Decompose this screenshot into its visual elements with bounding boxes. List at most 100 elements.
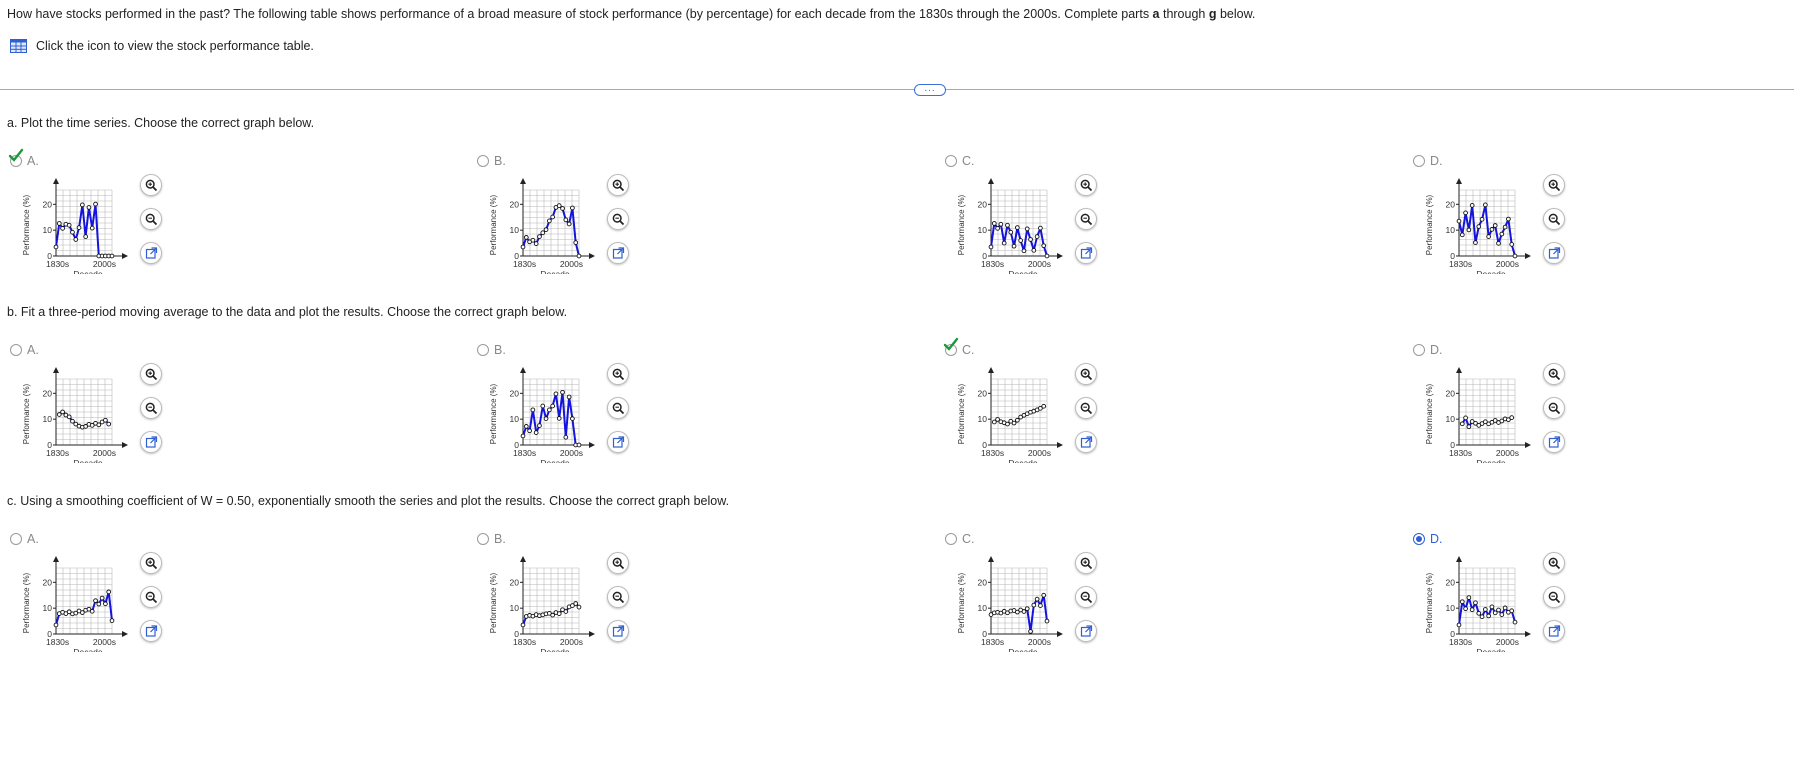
data-point: [60, 409, 65, 415]
zoom-out-icon[interactable]: [140, 586, 162, 608]
zoom-in-icon[interactable]: [1075, 363, 1097, 385]
zoom-out-icon[interactable]: [1075, 397, 1097, 419]
data-point: [576, 442, 582, 448]
popout-icon[interactable]: [1543, 620, 1565, 642]
zoom-out-icon[interactable]: [607, 586, 629, 608]
popout-icon[interactable]: [1543, 431, 1565, 453]
option-label[interactable]: D.: [1413, 532, 1443, 546]
option-label[interactable]: B.: [477, 343, 506, 357]
part-c-option-a[interactable]: A. 0 10 20 1830s 2000s Decade Performance (%): [8, 532, 178, 682]
part-b-option-a[interactable]: A. 0 10 20 1830s 2000s Decade Performance (%): [8, 343, 178, 493]
zoom-out-icon[interactable]: [1075, 208, 1097, 230]
part-b-option-c[interactable]: C. 0 10 20 1830s 2000s Decade Performance (%): [943, 337, 1113, 493]
radio-button[interactable]: [477, 344, 489, 356]
data-point: [1001, 240, 1007, 246]
zoom-out-icon[interactable]: [607, 397, 629, 419]
option-label[interactable]: A.: [8, 148, 39, 168]
option-label[interactable]: C.: [945, 154, 975, 168]
part-a-option-b[interactable]: B. 0 10 20 1830s 2000s Decade Performance (%): [475, 154, 645, 304]
radio-button[interactable]: [477, 533, 489, 545]
option-label[interactable]: D.: [1413, 154, 1443, 168]
part-a-option-d[interactable]: D. 0 10 20 1830s 2000s Decade Performance (%): [1411, 154, 1581, 304]
zoom-in-icon[interactable]: [140, 363, 162, 385]
zoom-in-icon[interactable]: [140, 174, 162, 196]
option-label[interactable]: B.: [477, 532, 506, 546]
zoom-out-icon[interactable]: [140, 208, 162, 230]
data-point: [1499, 612, 1505, 617]
part-a-option-a[interactable]: A. 0 10 20 1830s 2000s Decade Performance (%): [8, 148, 178, 304]
y-tick-label: 10: [1446, 603, 1456, 613]
y-tick-label: 10: [43, 225, 53, 235]
popout-icon[interactable]: [1075, 242, 1097, 264]
part-b-question: b. Fit a three-period moving average to …: [7, 305, 568, 319]
y-axis-arrow: [520, 367, 526, 373]
radio-button[interactable]: [477, 155, 489, 167]
data-point: [1499, 418, 1505, 424]
popout-icon[interactable]: [607, 620, 629, 642]
zoom-in-icon[interactable]: [1075, 552, 1097, 574]
zoom-out-icon[interactable]: [140, 397, 162, 419]
option-label[interactable]: C.: [943, 337, 975, 357]
x-axis-title: Decade: [73, 269, 103, 274]
expand-more-button[interactable]: ...: [914, 84, 946, 96]
zoom-in-icon[interactable]: [607, 174, 629, 196]
popout-icon[interactable]: [140, 431, 162, 453]
series-line: [522, 391, 579, 446]
radio-button[interactable]: [1413, 155, 1425, 167]
data-point: [1456, 218, 1462, 224]
part-a-option-c[interactable]: C. 0 10 20 1830s 2000s Decade Performance (%): [943, 154, 1113, 304]
data-point: [576, 253, 582, 259]
radio-button[interactable]: [945, 533, 957, 545]
zoom-out-icon[interactable]: [1075, 586, 1097, 608]
y-tick-label: 0: [47, 251, 52, 261]
zoom-in-icon[interactable]: [1543, 363, 1565, 385]
zoom-out-icon[interactable]: [1543, 208, 1565, 230]
zoom-in-icon[interactable]: [1075, 174, 1097, 196]
popout-icon[interactable]: [1075, 620, 1097, 642]
option-label[interactable]: A.: [10, 343, 39, 357]
table-grid-icon[interactable]: [10, 39, 27, 53]
option-label[interactable]: D.: [1413, 343, 1443, 357]
data-point: [1492, 223, 1498, 228]
data-point: [106, 589, 112, 595]
zoom-in-icon[interactable]: [1543, 174, 1565, 196]
popout-icon[interactable]: [1075, 431, 1097, 453]
part-b-option-d[interactable]: D. 0 10 20 1830s 2000s Decade Performance (%): [1411, 343, 1581, 493]
y-axis-arrow: [53, 178, 59, 184]
popout-icon[interactable]: [607, 431, 629, 453]
part-c-option-c[interactable]: C. 0 10 20 1830s 2000s Decade Performance (%): [943, 532, 1113, 682]
radio-button[interactable]: [10, 533, 22, 545]
zoom-out-icon[interactable]: [1543, 397, 1565, 419]
view-table-label[interactable]: Click the icon to view the stock perform…: [36, 39, 314, 53]
popout-icon[interactable]: [1543, 242, 1565, 264]
part-c-option-b[interactable]: B. 0 10 20 1830s 2000s Decade Performance (%): [475, 532, 645, 682]
data-point: [576, 604, 582, 610]
option-label[interactable]: B.: [477, 154, 506, 168]
zoom-in-icon[interactable]: [1543, 552, 1565, 574]
zoom-in-icon[interactable]: [607, 363, 629, 385]
radio-button[interactable]: [945, 155, 957, 167]
x-tick-label-start: 1830s: [981, 448, 1004, 458]
option-letter: D.: [1430, 532, 1443, 546]
zoom-out-icon[interactable]: [607, 208, 629, 230]
zoom-in-icon[interactable]: [607, 552, 629, 574]
popout-icon[interactable]: [140, 620, 162, 642]
data-point: [73, 610, 79, 616]
view-table-link[interactable]: Click the icon to view the stock perform…: [10, 39, 314, 53]
data-point: [70, 229, 75, 235]
radio-button[interactable]: [1413, 533, 1425, 545]
radio-button[interactable]: [1413, 344, 1425, 356]
part-c-option-d[interactable]: D. 0 10 20 1830s 2000s Decade Performance (%): [1411, 532, 1581, 682]
radio-button[interactable]: [10, 344, 22, 356]
data-point: [1502, 224, 1508, 230]
zoom-out-icon[interactable]: [1543, 586, 1565, 608]
popout-icon[interactable]: [607, 242, 629, 264]
zoom-in-icon[interactable]: [140, 552, 162, 574]
data-point: [56, 412, 62, 417]
option-label[interactable]: A.: [10, 532, 39, 546]
part-b-option-b[interactable]: B. 0 10 20 1830s 2000s Decade Performance (%): [475, 343, 645, 493]
popout-icon[interactable]: [140, 242, 162, 264]
data-point: [1473, 600, 1478, 606]
option-label[interactable]: C.: [945, 532, 975, 546]
